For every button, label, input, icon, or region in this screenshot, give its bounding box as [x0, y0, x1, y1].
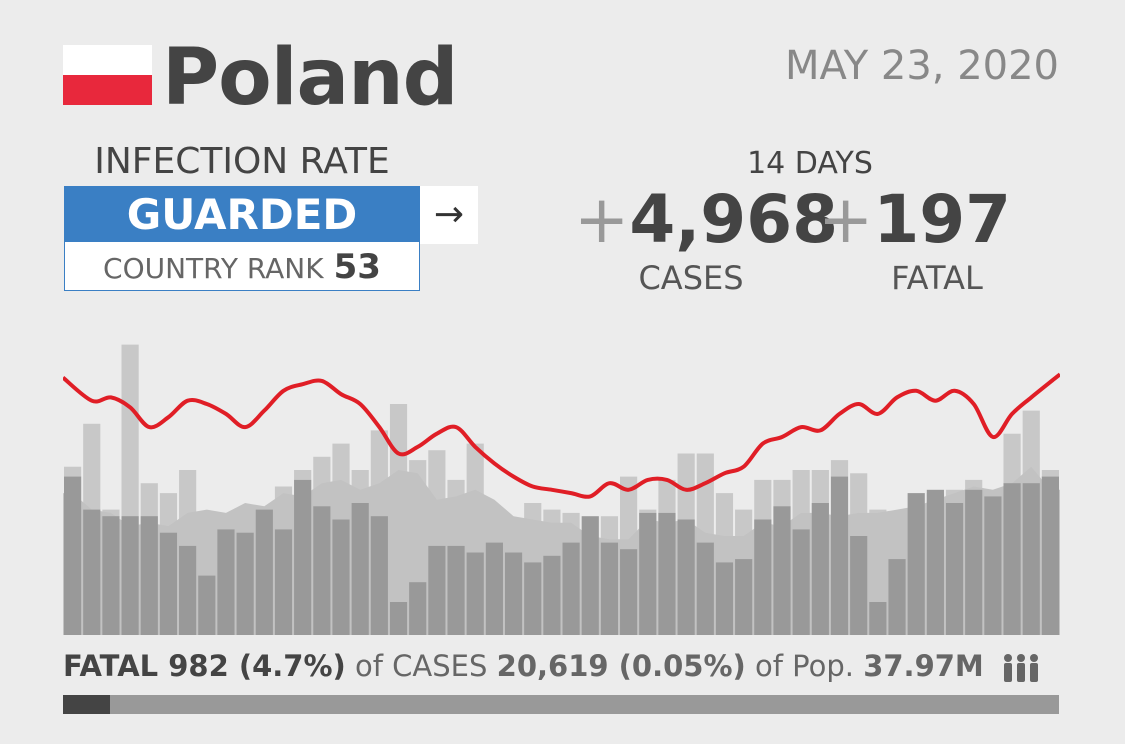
- fatal-plus-sign: +: [818, 181, 874, 258]
- fatal-bar: [524, 562, 542, 635]
- fatal-bar: [620, 549, 638, 635]
- of-cases-label: of CASES: [355, 649, 488, 683]
- fatal-bar: [1022, 483, 1040, 635]
- fatal-bar: [236, 532, 254, 635]
- fatal-bar: [926, 489, 944, 635]
- fatal-bar: [773, 506, 791, 635]
- country-rank: COUNTRY RANK 53: [64, 242, 420, 291]
- people-icon: [1004, 654, 1039, 682]
- fatal-bar: [504, 552, 523, 635]
- fatal-bar: [140, 516, 158, 635]
- fatal-bar: [945, 503, 964, 635]
- fatal-bar: [466, 552, 484, 635]
- totals-line: FATAL 982 (4.7%) of CASES 20,619 (0.05%)…: [63, 646, 1041, 686]
- fatal-bar: [696, 542, 714, 635]
- fatal-bar: [830, 476, 849, 635]
- fatal-bar: [658, 512, 676, 635]
- flag-white-stripe: [63, 45, 152, 75]
- fatal-bar: [485, 542, 503, 635]
- fatality-progress-bar: [63, 695, 1059, 714]
- daily-cases-chart: [63, 344, 1060, 635]
- fatal-bar: [792, 529, 810, 635]
- country-flag: [63, 45, 152, 105]
- fatal-bar: [351, 503, 369, 635]
- fatal-bar: [332, 519, 350, 635]
- fatal-bar: [562, 542, 580, 635]
- fatal-bar: [255, 509, 273, 635]
- fatal-bar: [409, 582, 427, 635]
- fatal-bar: [198, 575, 216, 635]
- fatal-bar: [543, 555, 561, 635]
- fatal-bar: [600, 542, 619, 635]
- fatal-bar: [370, 516, 388, 635]
- fatal-bar: [869, 602, 887, 635]
- report-date: MAY 23, 2020: [784, 43, 1059, 89]
- fatal-bar: [754, 519, 772, 635]
- fatal-bar: [428, 545, 446, 635]
- country-rank-label: COUNTRY RANK: [103, 252, 324, 285]
- total-fatal: FATAL 982 (4.7%): [63, 649, 346, 683]
- fatal-bar: [581, 516, 599, 635]
- fatal-bar: [217, 529, 235, 635]
- cases-plus-sign: +: [574, 181, 630, 258]
- fatal-bar: [888, 559, 906, 635]
- country-rank-value: 53: [333, 247, 381, 287]
- fatal-bar: [313, 506, 331, 635]
- average-area: [63, 466, 1060, 635]
- fatal-bar: [294, 479, 312, 635]
- flag-red-stripe: [63, 75, 152, 105]
- of-pop-label: of Pop.: [754, 649, 854, 683]
- fatal-bar: [850, 536, 868, 635]
- fatal-bar: [389, 602, 408, 635]
- fatal-bar: [179, 545, 197, 635]
- new-cases-label: CASES: [638, 259, 744, 297]
- population: 37.97M: [863, 649, 984, 683]
- infection-level-badge: GUARDED: [64, 186, 420, 242]
- fatal-bar: [274, 529, 293, 635]
- fatal-bar: [83, 509, 101, 635]
- fatal-bar: [715, 562, 734, 635]
- fatal-bar: [159, 532, 178, 635]
- new-fatal-label: FATAL: [891, 259, 983, 297]
- period-label: 14 DAYS: [747, 146, 873, 181]
- fatal-bar: [639, 512, 657, 635]
- fatal-bar: [1041, 476, 1059, 635]
- trend-line: [63, 372, 1060, 499]
- country-name: Poland: [162, 33, 458, 123]
- fatal-bar: [102, 516, 120, 635]
- new-cases-value: +4,968: [574, 178, 838, 262]
- new-fatal-value: +197: [818, 178, 1011, 262]
- right-arrow-icon: →: [420, 186, 478, 244]
- fatal-bar: [811, 503, 829, 635]
- fatal-bar: [64, 476, 82, 635]
- total-cases: 20,619 (0.05%): [496, 649, 746, 683]
- fatal-number: 197: [873, 181, 1012, 258]
- cases-number: 4,968: [629, 181, 839, 258]
- fatal-bar: [677, 519, 695, 635]
- infection-rate-title: INFECTION RATE: [94, 141, 390, 182]
- fatal-bar: [121, 516, 139, 635]
- fatal-bar: [447, 545, 465, 635]
- fatal-bar: [907, 493, 925, 635]
- fatality-progress-fill: [63, 695, 110, 714]
- fatal-bar: [984, 496, 1002, 635]
- fatal-bar: [1003, 483, 1021, 635]
- fatal-bar: [965, 489, 983, 635]
- fatal-bar: [735, 559, 753, 635]
